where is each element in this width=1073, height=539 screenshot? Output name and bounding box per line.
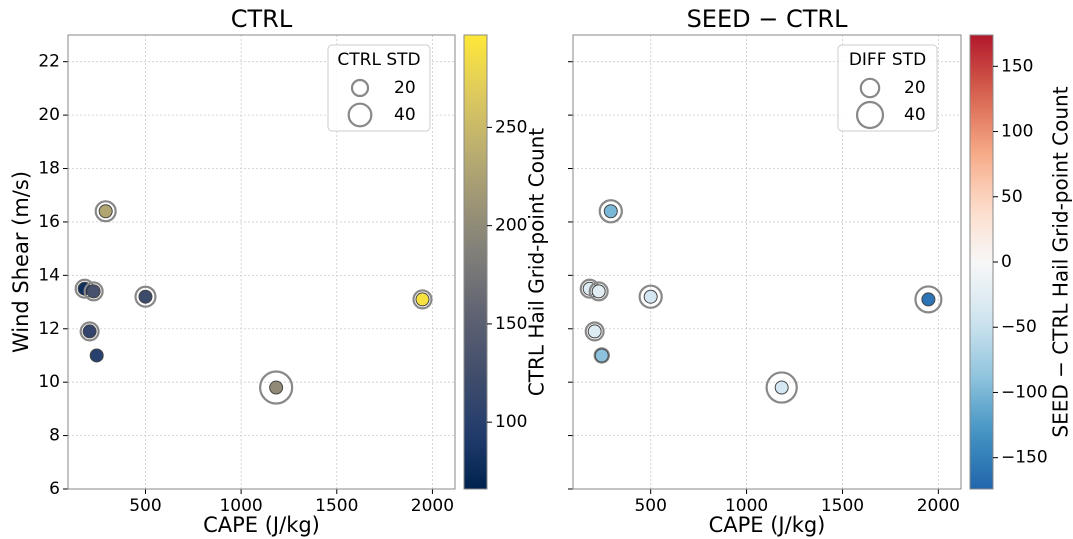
x-tick-label: 1500 — [315, 496, 358, 516]
colorbar-tick-label: 100 — [495, 412, 527, 432]
x-axis-label: CAPE (J/kg) — [203, 513, 320, 537]
std-ring — [593, 347, 610, 364]
x-tick-label: 1000 — [725, 496, 768, 516]
colorbar-tick-label: −150 — [1001, 448, 1048, 468]
std-ring — [94, 200, 117, 223]
colorbar-label: SEED − CTRL Hail Grid-point Count — [1049, 86, 1073, 437]
plot-frame — [67, 34, 456, 490]
colorbar-tick-label: 250 — [495, 117, 527, 137]
point — [98, 204, 113, 219]
point — [89, 348, 104, 363]
point — [587, 324, 602, 339]
colorbar-tick-label: 0 — [1001, 252, 1012, 272]
y-tick-label: 14 — [38, 265, 60, 285]
legend-title: DIFF STD — [849, 50, 926, 70]
std-ring — [79, 321, 100, 342]
colorbar — [969, 34, 994, 490]
x-axis-label: CAPE (J/kg) — [709, 513, 826, 537]
y-tick-label: 12 — [38, 319, 60, 339]
colorbar — [463, 34, 488, 490]
std-ring — [134, 285, 157, 308]
y-tick-label: 16 — [38, 212, 60, 232]
point — [138, 289, 153, 304]
point — [415, 292, 430, 307]
std-ring — [83, 281, 104, 302]
chart-title: CTRL — [231, 5, 293, 33]
y-tick-label: 8 — [49, 426, 60, 446]
legend-ring — [859, 77, 881, 99]
legend-label: 40 — [394, 105, 416, 125]
std-ring — [638, 284, 663, 309]
colorbar-tick-label: 150 — [495, 314, 527, 334]
legend-label: 40 — [904, 105, 926, 125]
std-ring — [259, 370, 294, 405]
point — [591, 284, 606, 299]
point — [86, 284, 101, 299]
x-tick-label: 1500 — [821, 496, 864, 516]
x-tick-label: 1000 — [219, 496, 262, 516]
x-tick-label: 2000 — [411, 496, 454, 516]
legend-ring — [347, 102, 373, 128]
std-ring — [584, 321, 605, 342]
std-ring — [765, 371, 798, 404]
point — [921, 292, 936, 307]
x-tick-label: 500 — [634, 496, 666, 516]
colorbar-tick-label: 50 — [1001, 187, 1023, 207]
y-tick-label: 6 — [49, 479, 60, 499]
legend-label: 20 — [904, 78, 926, 98]
x-tick-label: 2000 — [917, 496, 960, 516]
point — [643, 289, 658, 304]
point — [594, 348, 609, 363]
std-ring — [914, 285, 943, 314]
colorbar-tick-label: 200 — [495, 216, 527, 236]
std-ring — [598, 199, 623, 224]
point — [82, 324, 97, 339]
colorbar-tick-label: −100 — [1001, 382, 1048, 402]
colorbar-tick-label: 150 — [1001, 56, 1033, 76]
plot-frame — [572, 34, 962, 490]
y-tick-label: 10 — [38, 372, 60, 392]
colorbar-tick-label: −50 — [1001, 317, 1037, 337]
point — [603, 204, 618, 219]
legend-box — [837, 44, 938, 132]
legend-title: CTRL STD — [337, 50, 420, 70]
colorbar-tick-label: 100 — [1001, 122, 1033, 142]
std-ring — [412, 289, 433, 310]
std-ring — [588, 281, 609, 302]
y-tick-label: 22 — [38, 52, 60, 72]
y-tick-label: 20 — [38, 105, 60, 125]
legend-ring — [350, 78, 370, 98]
y-tick-label: 18 — [38, 159, 60, 179]
colorbar-label: CTRL Hail Grid-point Count — [525, 128, 549, 396]
point — [774, 380, 789, 395]
point — [269, 380, 284, 395]
chart-title: SEED − CTRL — [687, 5, 849, 33]
legend-box — [327, 44, 431, 132]
legend-label: 20 — [394, 78, 416, 98]
y-axis-label: Wind Shear (m/s) — [9, 171, 33, 353]
legend-ring — [855, 100, 885, 130]
x-tick-label: 500 — [129, 496, 161, 516]
